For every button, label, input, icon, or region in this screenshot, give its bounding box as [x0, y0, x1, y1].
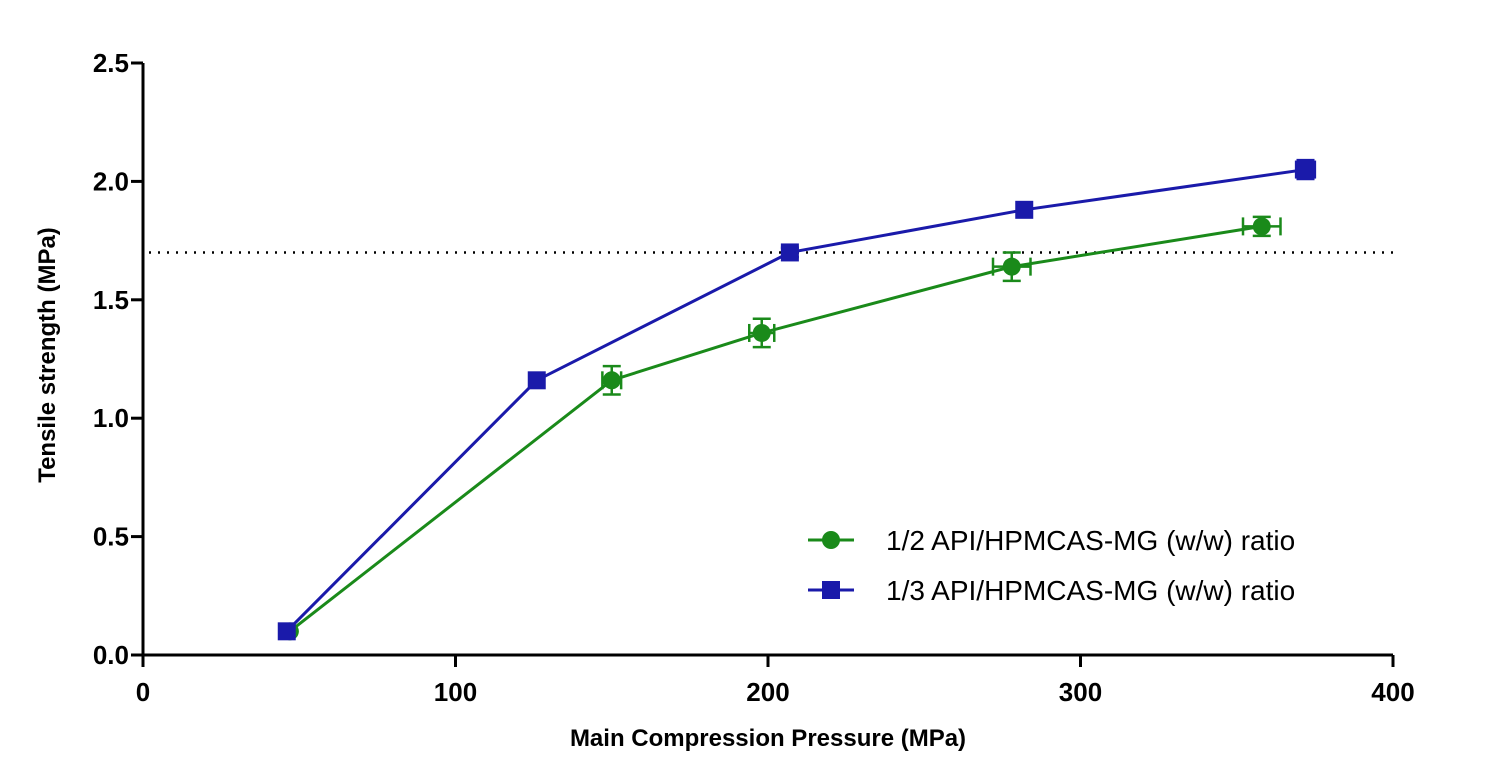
series-line	[285, 168, 1306, 633]
series-2	[277, 158, 1317, 641]
data-point	[752, 323, 771, 342]
series-1	[280, 215, 1282, 641]
legend-marker	[822, 531, 840, 549]
series-line	[288, 224, 1262, 633]
y-tick-label: 2.5	[93, 48, 129, 78]
axes: 0.0 0.5 1.0 1.5 2.0 2.5 0 100 200 300 400	[93, 48, 1415, 707]
data-point	[780, 243, 799, 262]
legend: 1/2 API/HPMCAS-MG (w/w) ratio 1/3 API/HPM…	[808, 525, 1295, 606]
y-axis-title: Tensile strength (MPa)	[34, 227, 61, 483]
x-tick-label: 400	[1371, 677, 1414, 707]
data-point	[277, 622, 296, 641]
legend-label: 1/3 API/HPMCAS-MG (w/w) ratio	[886, 575, 1295, 606]
y-tick-label: 1.5	[93, 285, 129, 315]
y-tick-label: 0.5	[93, 522, 129, 552]
data-point	[1252, 217, 1271, 236]
y-tick-label: 1.0	[93, 403, 129, 433]
legend-item-1: 1/2 API/HPMCAS-MG (w/w) ratio	[808, 525, 1295, 556]
legend-label: 1/2 API/HPMCAS-MG (w/w) ratio	[886, 525, 1295, 556]
legend-item-2: 1/3 API/HPMCAS-MG (w/w) ratio	[808, 575, 1295, 606]
x-tick-label: 200	[746, 677, 789, 707]
legend-marker	[822, 581, 840, 599]
y-tick-label: 2.0	[93, 166, 129, 196]
x-axis-title: Main Compression Pressure (MPa)	[570, 725, 966, 752]
x-tick-label: 0	[136, 677, 150, 707]
x-tick-label: 300	[1059, 677, 1102, 707]
series-group	[277, 158, 1317, 641]
data-point	[602, 371, 621, 390]
y-tick-label: 0.0	[93, 640, 129, 670]
x-tick-label: 100	[434, 677, 477, 707]
data-point	[1002, 257, 1021, 276]
data-point	[1296, 160, 1315, 179]
data-point	[1015, 200, 1034, 219]
data-point	[527, 371, 546, 390]
